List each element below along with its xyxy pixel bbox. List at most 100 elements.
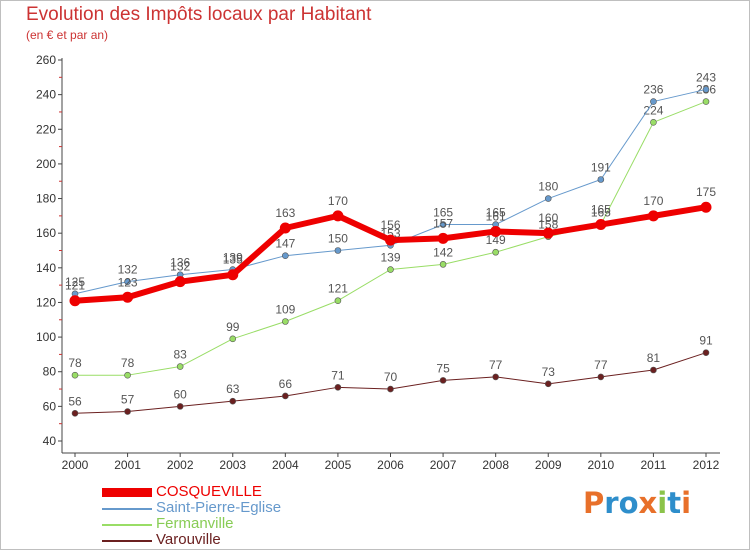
data-label-cosqueville: 123 bbox=[118, 275, 138, 289]
data-label-cosqueville: 161 bbox=[486, 209, 506, 223]
logo-letter: i bbox=[657, 486, 668, 520]
data-point-cosqueville bbox=[122, 291, 134, 303]
data-label-cosqueville: 156 bbox=[380, 218, 400, 232]
data-label-cosqueville: 170 bbox=[328, 194, 348, 208]
data-point-varouville bbox=[650, 366, 657, 374]
data-point-varouville bbox=[282, 392, 289, 400]
data-point-fermanville bbox=[702, 98, 710, 105]
data-label-fermanville: 83 bbox=[173, 348, 187, 362]
data-label-saint-pierre-eglise: 132 bbox=[118, 263, 138, 277]
data-label-fermanville: 109 bbox=[275, 303, 295, 317]
logo-letter: t bbox=[667, 486, 682, 520]
data-label-varouville: 77 bbox=[489, 358, 503, 372]
chart-subtitle: (en € et par an) bbox=[26, 28, 109, 42]
x-tick-label: 2001 bbox=[114, 458, 141, 472]
data-label-varouville: 77 bbox=[594, 358, 608, 372]
data-point-cosqueville bbox=[279, 222, 291, 234]
y-tick-label: 140 bbox=[36, 261, 56, 275]
data-point-varouville bbox=[387, 385, 394, 393]
y-tick-label: 160 bbox=[36, 226, 56, 240]
data-label-cosqueville: 132 bbox=[170, 260, 190, 274]
data-point-varouville bbox=[229, 397, 237, 405]
data-label-fermanville: 139 bbox=[380, 251, 400, 265]
data-point-saint-pierre-eglise bbox=[439, 221, 447, 228]
data-label-varouville: 56 bbox=[68, 394, 82, 408]
data-point-cosqueville bbox=[69, 295, 81, 307]
data-point-varouville bbox=[124, 408, 131, 415]
legend-swatch-fermanville bbox=[102, 524, 152, 526]
data-point-saint-pierre-eglise bbox=[650, 98, 657, 105]
data-point-fermanville bbox=[439, 261, 447, 268]
y-tick-label: 100 bbox=[36, 330, 56, 344]
legend-label-varouville: Varouville bbox=[156, 531, 221, 548]
y-tick-label: 180 bbox=[36, 192, 56, 206]
data-label-cosqueville: 170 bbox=[643, 194, 663, 208]
data-point-fermanville bbox=[282, 318, 289, 325]
logo-letter: i bbox=[681, 486, 692, 520]
data-label-saint-pierre-eglise: 191 bbox=[591, 160, 611, 174]
data-point-fermanville bbox=[492, 248, 499, 256]
data-point-saint-pierre-eglise bbox=[334, 247, 342, 254]
data-label-saint-pierre-eglise: 165 bbox=[433, 206, 453, 220]
data-label-fermanville: 121 bbox=[328, 282, 348, 296]
data-point-varouville bbox=[597, 373, 605, 381]
x-tick-label: 2003 bbox=[219, 458, 246, 472]
x-tick-label: 2007 bbox=[430, 458, 457, 472]
x-tick-label: 2012 bbox=[693, 458, 720, 472]
data-label-fermanville: 142 bbox=[433, 245, 453, 259]
data-point-saint-pierre-eglise bbox=[702, 86, 710, 93]
x-tick-label: 2010 bbox=[587, 458, 614, 472]
data-label-varouville: 91 bbox=[699, 334, 713, 348]
data-point-cosqueville bbox=[490, 225, 502, 237]
x-tick-label: 2002 bbox=[167, 458, 194, 472]
data-point-cosqueville bbox=[227, 269, 239, 281]
data-label-varouville: 81 bbox=[647, 351, 661, 365]
data-label-saint-pierre-eglise: 236 bbox=[643, 83, 663, 97]
data-label-varouville: 70 bbox=[384, 370, 398, 384]
x-tick-label: 2004 bbox=[272, 458, 299, 472]
x-tick-label: 2005 bbox=[325, 458, 352, 472]
data-label-varouville: 63 bbox=[226, 382, 240, 396]
data-label-cosqueville: 157 bbox=[433, 216, 453, 230]
y-tick-label: 40 bbox=[43, 434, 57, 448]
data-label-cosqueville: 175 bbox=[696, 185, 716, 199]
data-point-saint-pierre-eglise bbox=[124, 278, 131, 285]
data-point-varouville bbox=[492, 373, 499, 381]
data-label-saint-pierre-eglise: 136 bbox=[170, 256, 190, 270]
data-point-cosqueville bbox=[174, 276, 186, 288]
data-label-saint-pierre-eglise: 150 bbox=[328, 232, 348, 246]
data-point-fermanville bbox=[71, 371, 79, 379]
data-point-fermanville bbox=[334, 297, 342, 305]
data-point-saint-pierre-eglise bbox=[597, 176, 605, 183]
data-point-varouville bbox=[176, 403, 184, 410]
legend-label-cosqueville: COSQUEVILLE bbox=[156, 483, 262, 500]
data-point-cosqueville bbox=[542, 227, 554, 239]
data-point-saint-pierre-eglise bbox=[544, 195, 552, 202]
data-label-fermanville: 78 bbox=[68, 356, 82, 370]
x-tick-label: 2000 bbox=[62, 458, 89, 472]
data-point-cosqueville bbox=[437, 232, 449, 244]
data-label-varouville: 75 bbox=[436, 361, 450, 375]
data-point-fermanville bbox=[650, 119, 657, 126]
data-label-cosqueville: 163 bbox=[275, 206, 295, 220]
data-point-saint-pierre-eglise bbox=[282, 252, 289, 259]
data-point-cosqueville bbox=[332, 210, 344, 222]
legend-label-saint-pierre-eglise: Saint-Pierre-Eglise bbox=[156, 499, 282, 516]
data-label-varouville: 60 bbox=[173, 387, 187, 401]
legend-label-fermanville: Fermanville bbox=[156, 515, 234, 532]
series-varouville: 56 57 60 63 66 71 70 75 77 73 77 81 91 bbox=[68, 334, 713, 417]
data-label-cosqueville: 165 bbox=[591, 203, 611, 217]
data-label-fermanville: 224 bbox=[643, 103, 663, 117]
data-label-saint-pierre-eglise: 165 bbox=[486, 206, 506, 220]
y-tick-label: 240 bbox=[36, 88, 56, 102]
data-point-varouville bbox=[439, 377, 447, 384]
data-point-fermanville bbox=[229, 335, 237, 343]
data-point-cosqueville bbox=[385, 234, 396, 246]
logo-letter: P bbox=[583, 486, 605, 520]
logo-letter: r bbox=[604, 486, 619, 520]
data-point-fermanville bbox=[176, 363, 184, 370]
legend-swatch-cosqueville bbox=[102, 488, 152, 497]
data-label-saint-pierre-eglise: 125 bbox=[65, 275, 85, 289]
x-tick-label: 2008 bbox=[482, 458, 509, 472]
